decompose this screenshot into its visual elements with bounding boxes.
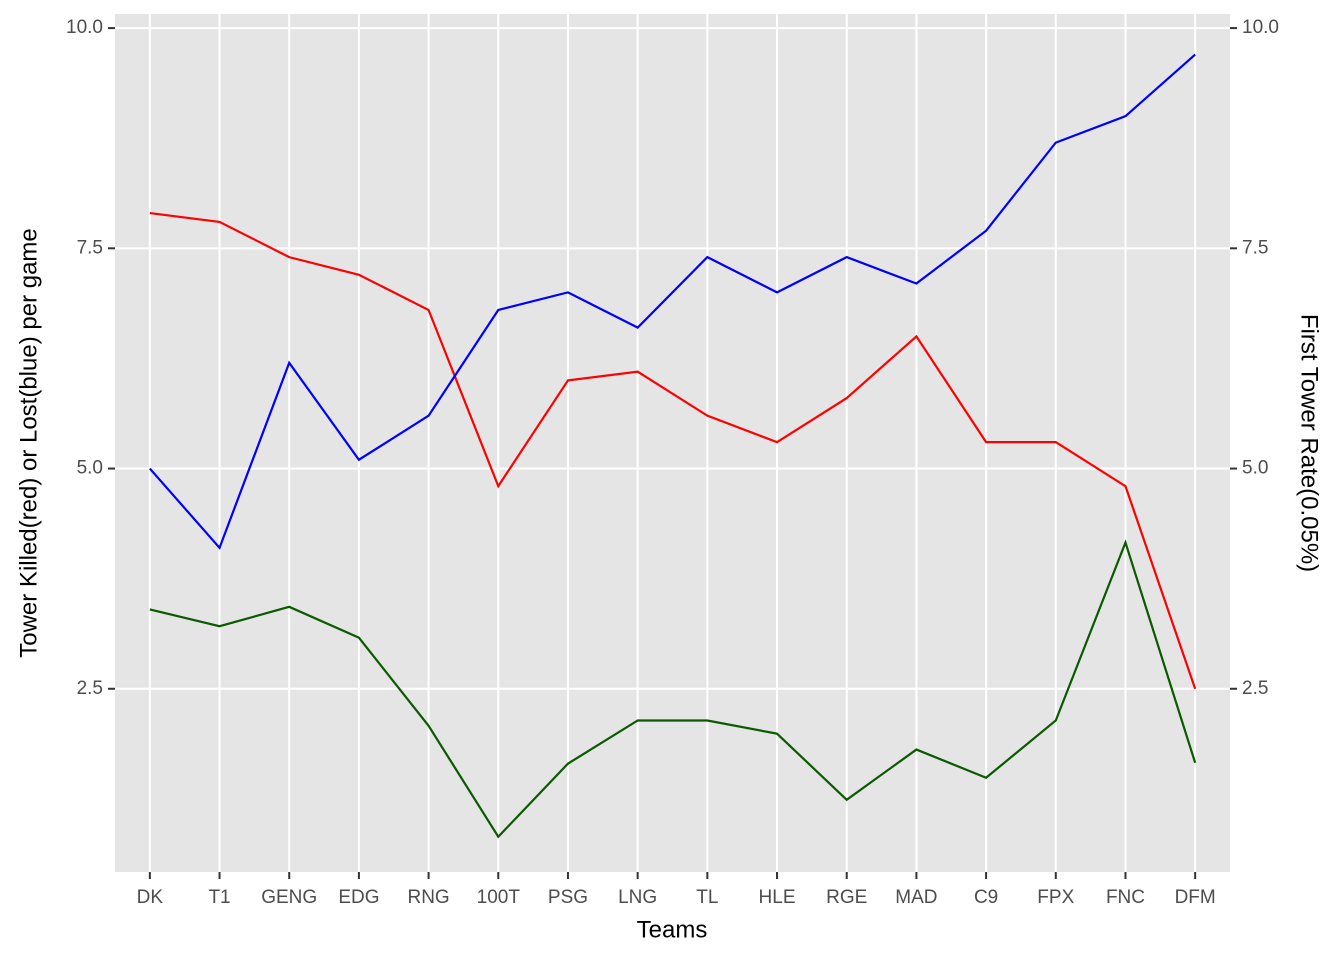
line-series bbox=[149, 53, 1196, 550]
y-tick-label: 7.5 bbox=[77, 237, 103, 258]
x-tick-label: T1 bbox=[208, 887, 230, 908]
y-tick-label: 2.5 bbox=[77, 678, 103, 699]
y2-tick-label: 2.5 bbox=[1242, 678, 1268, 699]
x-tick-label: FPX bbox=[1037, 887, 1074, 908]
y2-tick-label: 5.0 bbox=[1242, 458, 1268, 479]
y2-axis-title: First Tower Rate(0.05%) bbox=[1296, 314, 1323, 572]
x-tick-label: C9 bbox=[974, 887, 998, 908]
x-tick-label: RNG bbox=[407, 887, 449, 908]
y-tick-label: 10.0 bbox=[66, 17, 103, 38]
y-axis-title: Tower Killed(red) or Lost(blue) per game bbox=[15, 228, 42, 658]
line-series bbox=[149, 211, 1197, 690]
plot-panel bbox=[115, 14, 1230, 872]
x-tick-label: HLE bbox=[759, 887, 796, 908]
x-tick-label: 100T bbox=[477, 887, 521, 908]
x-tick-label: LNG bbox=[618, 887, 657, 908]
x-tick-label: EDG bbox=[338, 887, 379, 908]
x-tick-label: RGE bbox=[826, 887, 867, 908]
x-tick-label: DK bbox=[137, 887, 164, 908]
y2-tick-label: 7.5 bbox=[1242, 237, 1268, 258]
x-axis-title: Teams bbox=[637, 916, 708, 943]
x-tick-label: FNC bbox=[1106, 887, 1145, 908]
x-tick-label: DFM bbox=[1175, 887, 1216, 908]
x-tick-label: MAD bbox=[895, 887, 937, 908]
x-tick-label: TL bbox=[696, 887, 718, 908]
y-tick-label: 5.0 bbox=[77, 458, 103, 479]
x-tick-label: GENG bbox=[261, 887, 317, 908]
y2-tick-label: 10.0 bbox=[1242, 17, 1279, 38]
x-tick-label: PSG bbox=[548, 887, 588, 908]
line-series bbox=[149, 539, 1197, 839]
